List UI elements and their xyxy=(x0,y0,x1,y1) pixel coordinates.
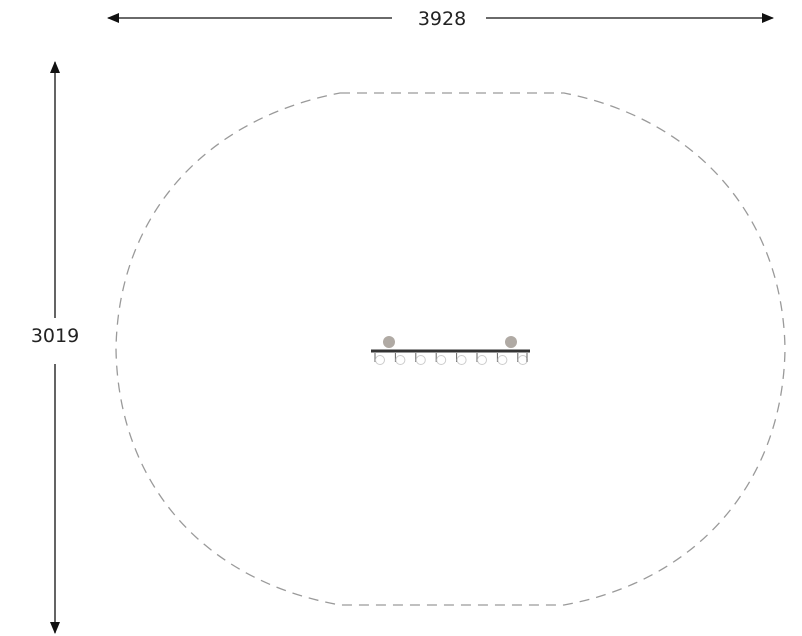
swing-seat xyxy=(376,356,385,365)
height-dimension-label: 3019 xyxy=(31,325,79,347)
swing-seat xyxy=(498,356,507,365)
swing-equipment xyxy=(371,336,530,365)
swing-seat xyxy=(478,356,487,365)
safety-zone-outline xyxy=(116,93,785,605)
width-dimension: 3928 xyxy=(108,8,773,30)
swing-seat xyxy=(518,356,527,365)
swing-seat xyxy=(396,356,405,365)
support-post-left xyxy=(383,336,395,348)
seat-row xyxy=(375,353,527,365)
swing-seat xyxy=(437,356,446,365)
swing-seat xyxy=(457,356,466,365)
swing-seat xyxy=(416,356,425,365)
height-dimension: 3019 xyxy=(31,62,79,633)
support-post-right xyxy=(505,336,517,348)
width-dimension-label: 3928 xyxy=(418,8,466,30)
